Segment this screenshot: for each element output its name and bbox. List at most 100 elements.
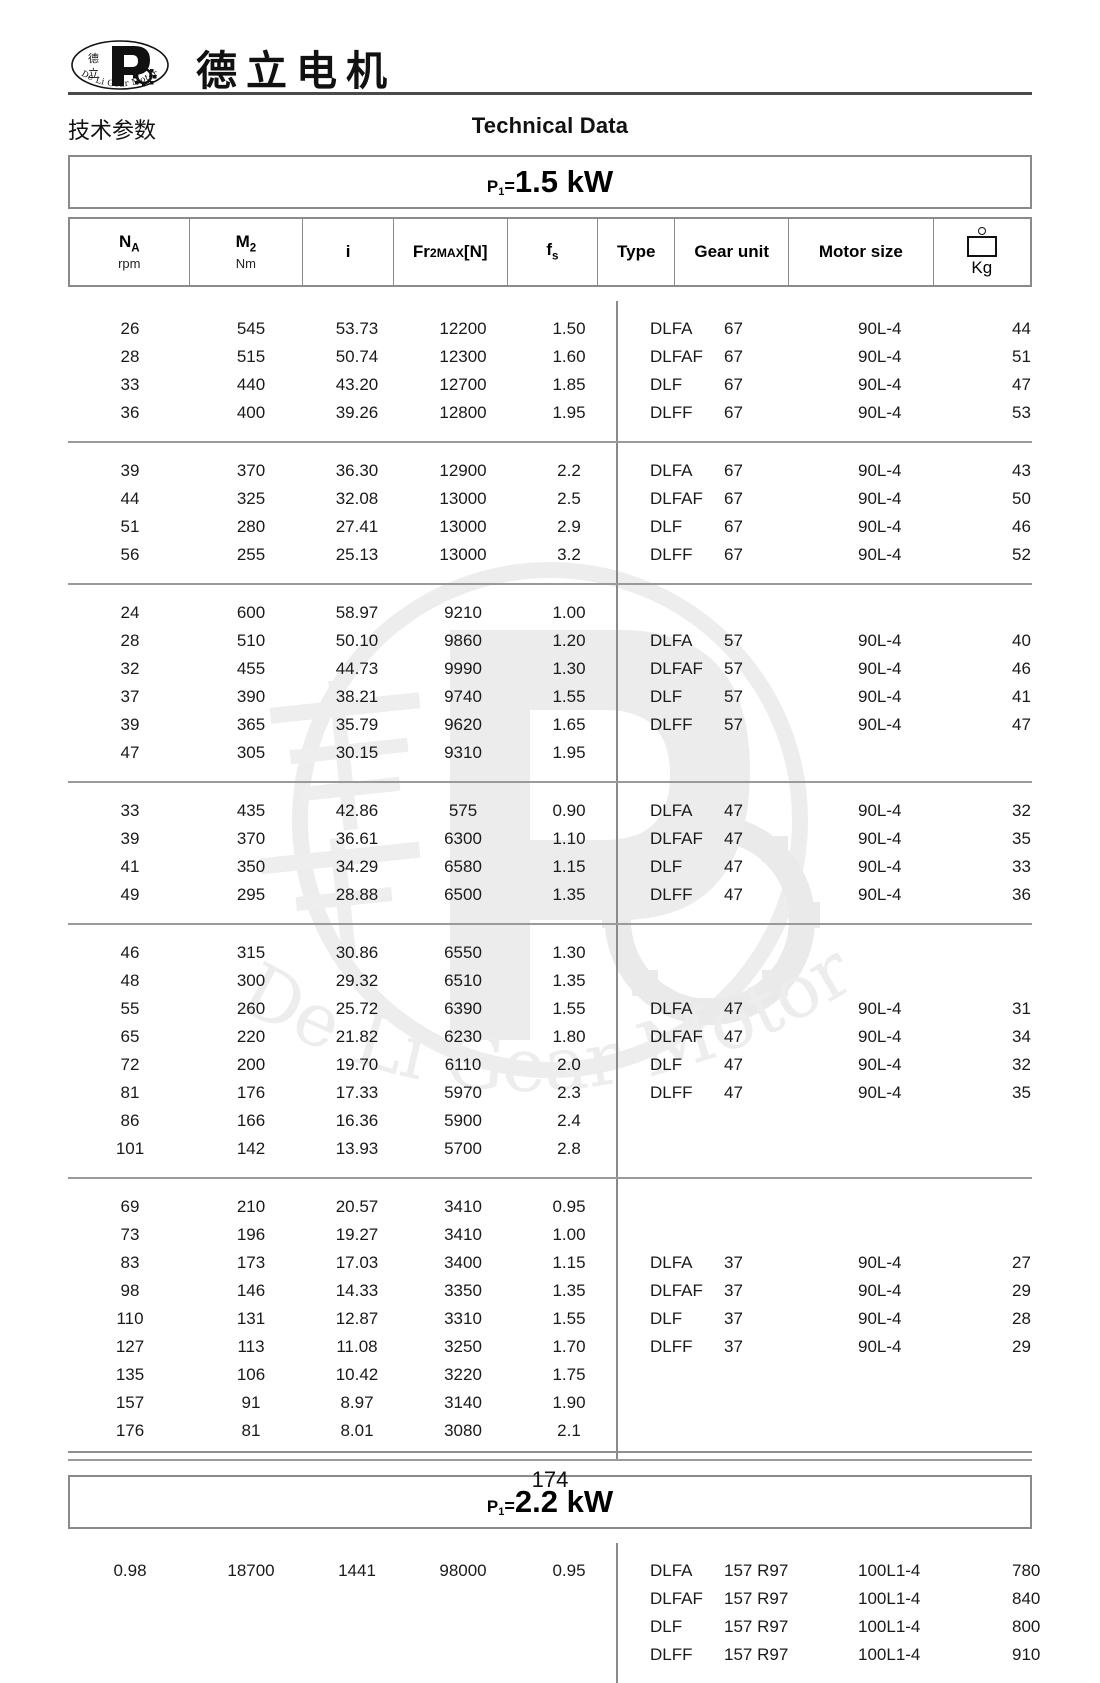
cell-gear-unit: 57 (724, 715, 743, 734)
cell-type: DLFA (650, 319, 693, 338)
column-divider (616, 783, 618, 923)
cell-fr2max: 9210 (444, 603, 482, 622)
cell-fr2max: 9990 (444, 659, 482, 678)
cell-weight: 800 (1012, 1617, 1041, 1636)
cell-na: 36 (120, 403, 140, 422)
column-divider (616, 1543, 618, 1683)
cell-m2: 146 (236, 1281, 266, 1300)
table-row: DLF 157 R97 100L1-4 800 (616, 1613, 1064, 1641)
cell-m2: 515 (236, 347, 266, 366)
cell-gear-unit: 37 (724, 1281, 743, 1300)
table-row: 39 370 36.30 12900 2.2 (68, 457, 616, 485)
cell-gear-unit: 47 (724, 801, 743, 820)
cell-na: 135 (115, 1365, 145, 1384)
cell-na: 33 (120, 375, 140, 394)
cell-type: DLF (650, 1055, 683, 1074)
cell-na: 110 (116, 1309, 144, 1328)
cell-na: 0.98 (113, 1561, 147, 1580)
cell-weight: 28 (1012, 1309, 1031, 1328)
table-row: DLFAF 47 90L-4 34 (616, 1023, 1064, 1051)
cell-na: 24 (120, 603, 140, 622)
cell-weight: 910 (1012, 1645, 1041, 1664)
cell-na: 65 (120, 1027, 140, 1046)
cell-fs: 1.00 (552, 603, 586, 622)
cell-weight: 47 (1012, 375, 1031, 394)
cell-gear-unit: 37 (724, 1253, 743, 1272)
cell-m2: 81 (241, 1421, 261, 1440)
cell-fs: 2.9 (557, 517, 581, 536)
cell-motor-size: 90L-4 (858, 1253, 902, 1272)
table-row: DLFA 67 90L-4 44 (616, 315, 1064, 343)
section-title-row: 技术参数 Technical Data (68, 113, 1032, 147)
cell-m2: 106 (236, 1365, 266, 1384)
cell-na: 73 (120, 1225, 140, 1244)
cell-gear-unit: 57 (724, 659, 743, 678)
column-divider (616, 301, 618, 441)
cell-fs: 3.2 (557, 545, 581, 564)
header-weight-unit: Kg (971, 257, 993, 277)
cell-na: 44 (120, 489, 140, 508)
cell-fr2max: 3310 (444, 1309, 482, 1328)
cell-gear-unit: 157 R97 (724, 1561, 789, 1580)
cell-fr2max: 3400 (444, 1253, 482, 1272)
spacer-row (616, 939, 1064, 967)
cell-type: DLFA (650, 461, 693, 480)
cell-m2: 370 (236, 829, 266, 848)
table-row: 176 81 8.01 3080 2.1 (68, 1417, 616, 1445)
cell-fr2max: 6580 (444, 857, 482, 876)
cell-motor-size: 90L-4 (858, 829, 902, 848)
cell-m2: 18700 (227, 1561, 275, 1580)
cell-motor-size: 90L-4 (858, 1309, 902, 1328)
cell-fs: 2.0 (557, 1055, 581, 1074)
left-data-block: 39 370 36.30 12900 2.2 44 325 32.08 13000 2.5 51 28… (68, 457, 616, 569)
masthead-divider (68, 92, 1032, 95)
cell-na: 26 (120, 319, 140, 338)
cell-i: 30.15 (335, 743, 379, 762)
left-data-block: 0.98 18700 1441 98000 0.95 (68, 1557, 616, 1669)
table-row: DLFAF 67 90L-4 51 (616, 343, 1064, 371)
cell-m2: 142 (236, 1139, 266, 1158)
table-row: 157 91 8.97 3140 1.90 (68, 1389, 616, 1417)
cell-i: 28.88 (335, 885, 379, 904)
cell-motor-size: 90L-4 (858, 517, 902, 536)
cell-i: 17.33 (335, 1083, 379, 1102)
cell-weight: 29 (1012, 1281, 1031, 1300)
cell-m2: 440 (236, 375, 266, 394)
cell-type: DLFAF (650, 489, 703, 508)
cell-i: 32.08 (335, 489, 379, 508)
cell-na: 41 (120, 857, 140, 876)
cell-na: 51 (120, 517, 140, 536)
power-banner-1: P 1 = 1.5 kW (68, 155, 1032, 209)
cell-na: 72 (120, 1055, 140, 1074)
cell-gear-unit: 37 (724, 1309, 743, 1328)
cell-i: 17.03 (335, 1253, 379, 1272)
cell-i: 34.29 (335, 857, 379, 876)
left-data-block: 33 435 42.86 575 0.90 39 370 36.61 6300 1.10 41 350… (68, 797, 616, 909)
cell-fs: 1.85 (552, 375, 586, 394)
cell-fr2max: 12900 (439, 461, 487, 480)
cell-i: 13.93 (335, 1139, 379, 1158)
cell-fr2max: 5700 (444, 1139, 482, 1158)
table-row: 81 176 17.33 5970 2.3 (68, 1079, 616, 1107)
cell-na: 37 (120, 687, 140, 706)
cell-gear-unit: 67 (724, 403, 743, 422)
cell-i: 30.86 (335, 943, 379, 962)
cell-fs: 1.30 (552, 659, 586, 678)
cell-motor-size: 90L-4 (858, 403, 902, 422)
cell-gear-unit: 47 (724, 1027, 743, 1046)
table-row: 56 255 25.13 13000 3.2 (68, 541, 616, 569)
table-row: DLFF 57 90L-4 47 (616, 711, 1064, 739)
cell-fs: 1.70 (552, 1337, 586, 1356)
cell-type: DLFA (650, 999, 693, 1018)
cell-na: 39 (120, 715, 140, 734)
cell-na: 86 (120, 1111, 140, 1130)
cell-type: DLFAF (650, 829, 703, 848)
cell-na: 69 (120, 1197, 140, 1216)
cell-type: DLFAF (650, 1027, 703, 1046)
cell-weight: 840 (1012, 1589, 1041, 1608)
cell-fr2max: 12800 (439, 403, 487, 422)
table-row: 55 260 25.72 6390 1.55 (68, 995, 616, 1023)
header-fr-unit: [N] (463, 242, 488, 262)
cell-fr2max: 6230 (444, 1027, 482, 1046)
page-footer: 174 (68, 1450, 1032, 1494)
